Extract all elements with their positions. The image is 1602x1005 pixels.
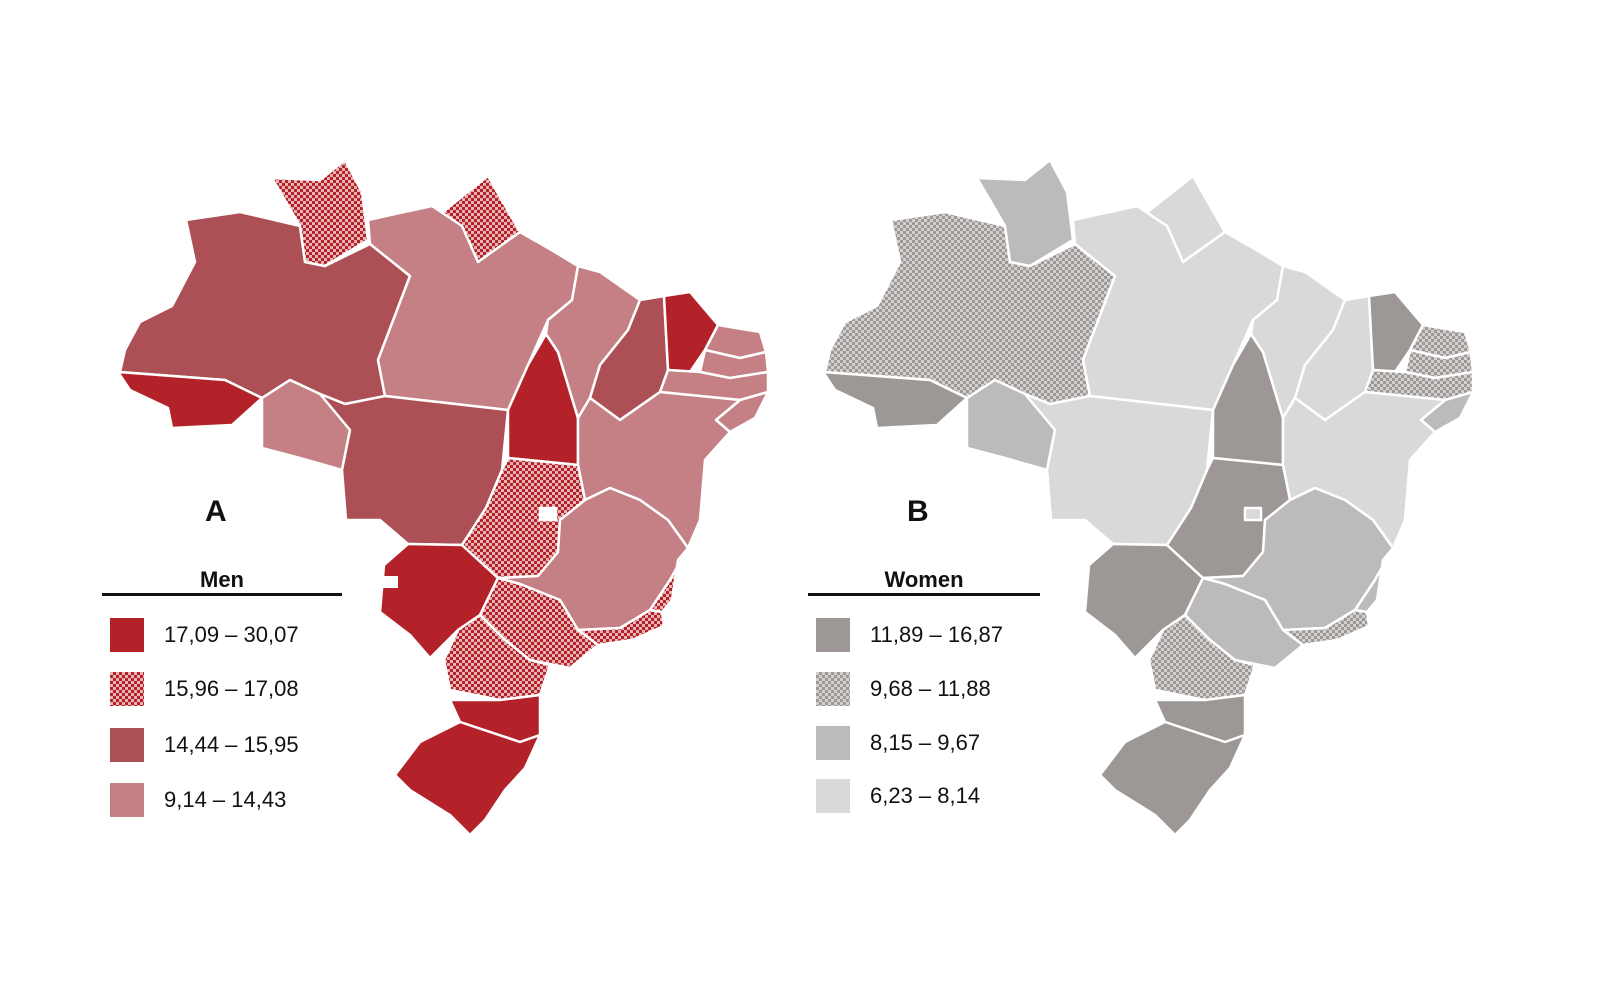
legend-swatch — [110, 672, 144, 706]
map-b-women — [821, 158, 1475, 837]
state-distrito-federal — [538, 506, 558, 522]
legend-a-item: 17,09 – 30,07 — [110, 618, 299, 652]
legend-swatch — [816, 672, 850, 706]
map-a-marker — [380, 576, 398, 588]
legend-range: 15,96 – 17,08 — [164, 676, 299, 701]
state-parana — [1147, 613, 1257, 702]
legend-swatch — [816, 618, 850, 652]
state-roraima — [270, 158, 370, 268]
state-rio-grande-do-sul — [393, 720, 542, 837]
legend-range: 9,14 – 14,43 — [164, 787, 287, 812]
state-distrito-federal — [1243, 506, 1263, 522]
legend-a-item: 9,14 – 14,43 — [110, 783, 286, 817]
legend-range: 14,44 – 15,95 — [164, 732, 299, 757]
legend-a-rule — [102, 593, 342, 596]
legend-range: 9,68 – 11,88 — [870, 676, 991, 701]
panel-b-label: B — [907, 495, 929, 528]
legend-b-item: 9,68 – 11,88 — [816, 672, 991, 706]
legend-swatch — [110, 783, 144, 817]
legend-b-rule — [808, 593, 1040, 596]
legend-a-item: 15,96 – 17,08 — [110, 672, 299, 706]
state-roraima — [975, 158, 1075, 268]
legend-swatch — [816, 726, 850, 760]
state-acre — [821, 370, 969, 430]
legend-b-item: 8,15 – 9,67 — [816, 726, 980, 760]
legend-swatch — [110, 618, 144, 652]
legend-a-item: 14,44 – 15,95 — [110, 728, 299, 762]
legend-range: 11,89 – 16,87 — [870, 622, 1003, 647]
state-acre — [116, 370, 264, 430]
state-rio-grande-do-sul — [1098, 720, 1247, 837]
legend-a-title: Men — [200, 567, 244, 592]
map-a-men — [116, 158, 770, 837]
state-parana — [442, 613, 552, 702]
legend-b-item: 11,89 – 16,87 — [816, 618, 1003, 652]
legend-b-title: Women — [884, 567, 964, 592]
legend-range: 8,15 – 9,67 — [870, 730, 981, 755]
panel-a-label: A — [205, 495, 227, 528]
legend-swatch — [816, 779, 850, 813]
legend-range: 6,23 – 8,14 — [870, 783, 981, 808]
legend-swatch — [110, 728, 144, 762]
legend-range: 17,09 – 30,07 — [164, 622, 299, 647]
legend-b-item: 6,23 – 8,14 — [816, 779, 980, 813]
